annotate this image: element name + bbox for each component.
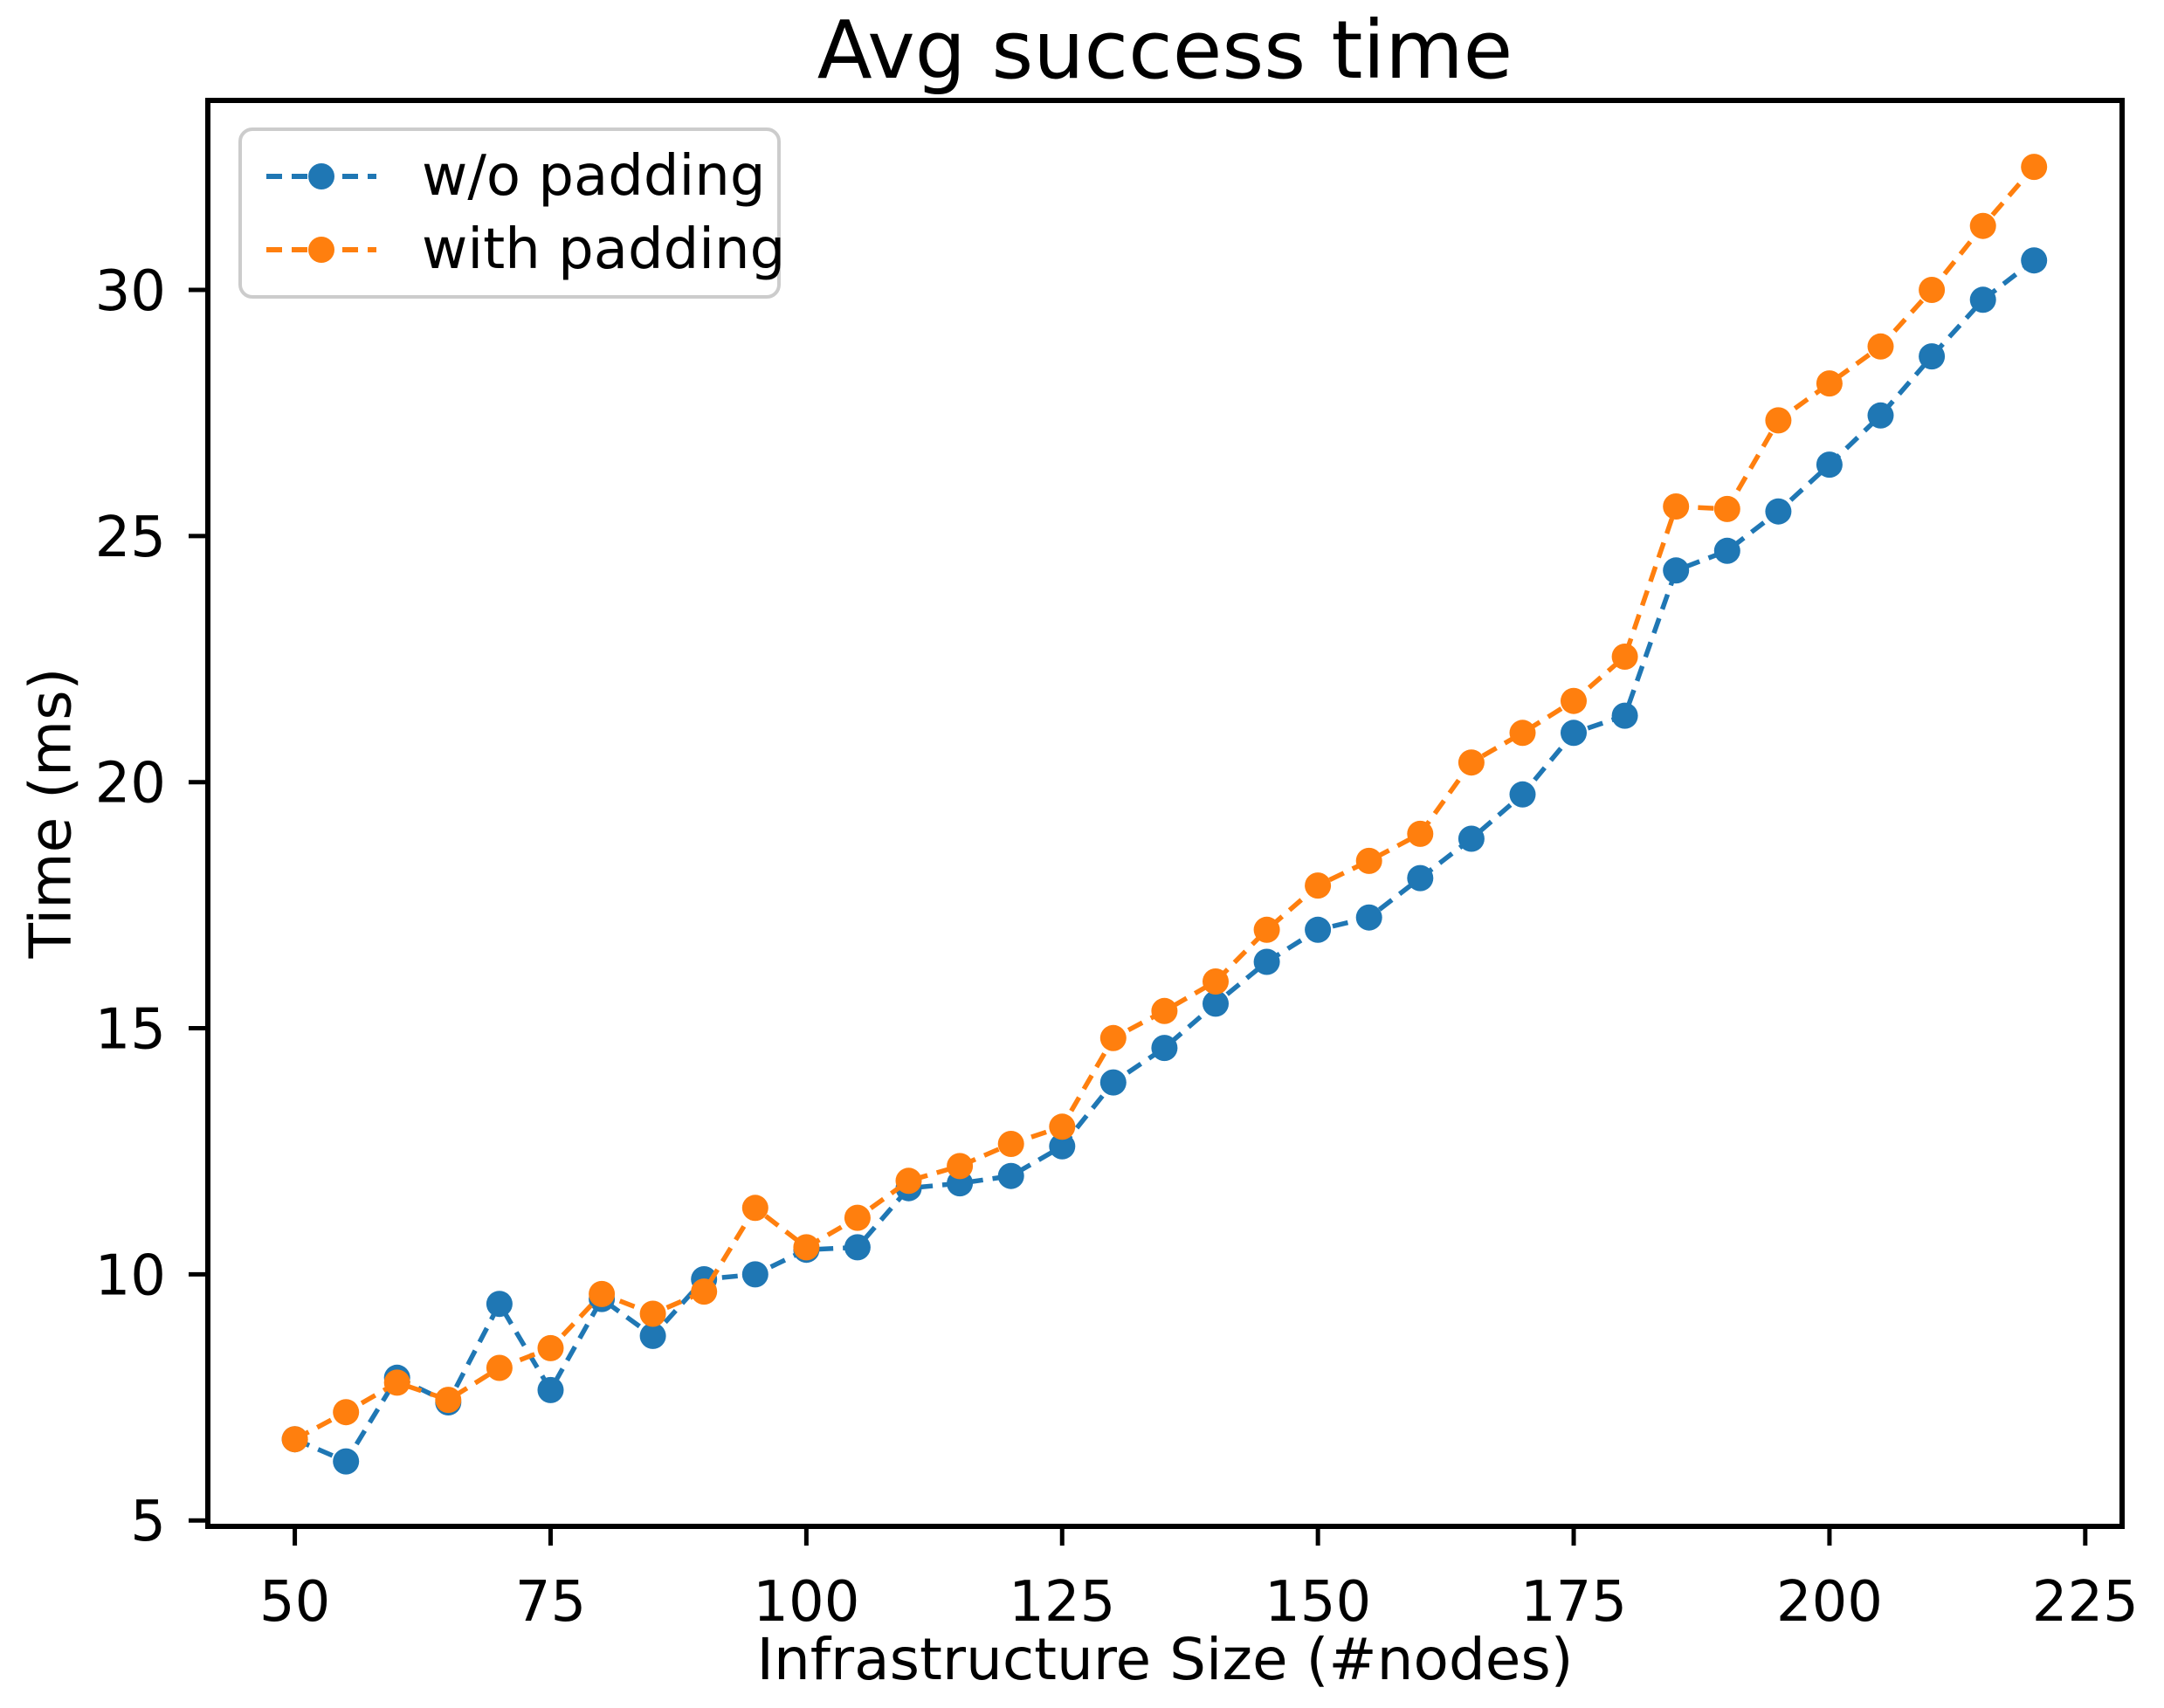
series-line-1 [293,165,2037,1442]
data-point [1049,1133,1076,1160]
data-point [1099,1069,1127,1096]
x-tick-label: 175 [1520,1570,1627,1635]
data-point [844,1204,871,1231]
data-point [1099,1024,1127,1051]
data-point [435,1387,462,1414]
data-point [1151,1035,1178,1062]
data-point [1253,948,1280,975]
chart-title: Avg success time [817,3,1513,97]
data-point [1151,997,1178,1024]
data-point [486,1354,513,1381]
data-point [1713,495,1740,522]
data-point [1969,212,1996,239]
data-point [793,1234,820,1261]
data-point [741,1261,768,1288]
data-point [2021,247,2048,274]
data-point [281,1426,308,1453]
x-tick-label: 150 [1265,1570,1371,1635]
axes-spines [205,98,2125,1529]
data-point [1816,370,1843,397]
data-point [1663,557,1690,584]
data-point [1509,781,1536,808]
data-point [741,1195,768,1222]
y-axis-label: Time (ms) [17,667,85,959]
data-point [1305,916,1332,943]
data-point [1611,644,1638,670]
data-point [1816,451,1843,479]
x-tick-label: 200 [1776,1570,1883,1635]
data-point [1407,820,1434,847]
data-point [947,1153,974,1180]
legend-marker-with-padding-icon [266,236,376,264]
data-point [589,1280,616,1307]
data-point [1611,702,1638,729]
data-point [1919,343,1946,370]
y-tick-label: 30 [95,259,166,324]
data-point [1663,493,1690,520]
y-tick-label: 15 [95,998,166,1063]
data-point [1458,825,1485,852]
data-point [1561,720,1587,747]
data-point [639,1322,666,1349]
x-tick-label: 75 [515,1570,586,1635]
y-tick-label: 10 [95,1243,166,1308]
data-point [895,1167,922,1195]
data-point [1355,847,1382,874]
legend-label-wo-padding: w/o padding [422,144,766,209]
data-point [1867,333,1894,360]
data-point [1203,968,1229,995]
data-point [2021,154,2048,181]
legend-item-with-padding: with padding [266,217,785,282]
data-point [639,1300,666,1327]
data-point [1355,904,1382,931]
data-point [333,1448,360,1475]
data-point [1919,277,1946,303]
data-point [1305,872,1332,899]
x-tick-label: 125 [1009,1570,1115,1635]
data-point [1713,537,1740,564]
data-point [537,1376,564,1403]
x-tick-label: 100 [753,1570,859,1635]
x-tick-label: 50 [259,1570,330,1635]
data-point [1253,916,1280,943]
data-point [1203,990,1229,1017]
data-point [1561,687,1587,714]
data-point [383,1369,410,1396]
data-point [844,1234,871,1261]
data-point [333,1399,360,1426]
series-line-0 [293,258,2036,1465]
data-point [1867,402,1894,429]
data-point [537,1334,564,1361]
legend-item-wo-padding: w/o padding [266,144,765,209]
x-tick-label: 225 [2032,1570,2139,1635]
legend-label-with-padding: with padding [422,217,786,282]
data-point [1765,498,1792,525]
data-point [1509,720,1536,747]
data-point [691,1278,718,1305]
legend-marker-wo-padding-icon [266,162,376,190]
legend: w/o padding with padding [238,127,785,299]
y-tick-label: 5 [130,1490,166,1554]
data-point [997,1131,1024,1157]
data-point [997,1162,1024,1189]
y-tick-label: 20 [95,752,166,816]
data-point [1458,749,1485,776]
data-point [486,1291,513,1318]
x-axis-label: Infrastructure Size (#nodes) [756,1626,1574,1693]
data-point [1049,1113,1076,1140]
data-point [1407,864,1434,892]
data-point [1765,407,1792,434]
y-tick-label: 25 [95,506,166,570]
data-point [1969,286,1996,313]
